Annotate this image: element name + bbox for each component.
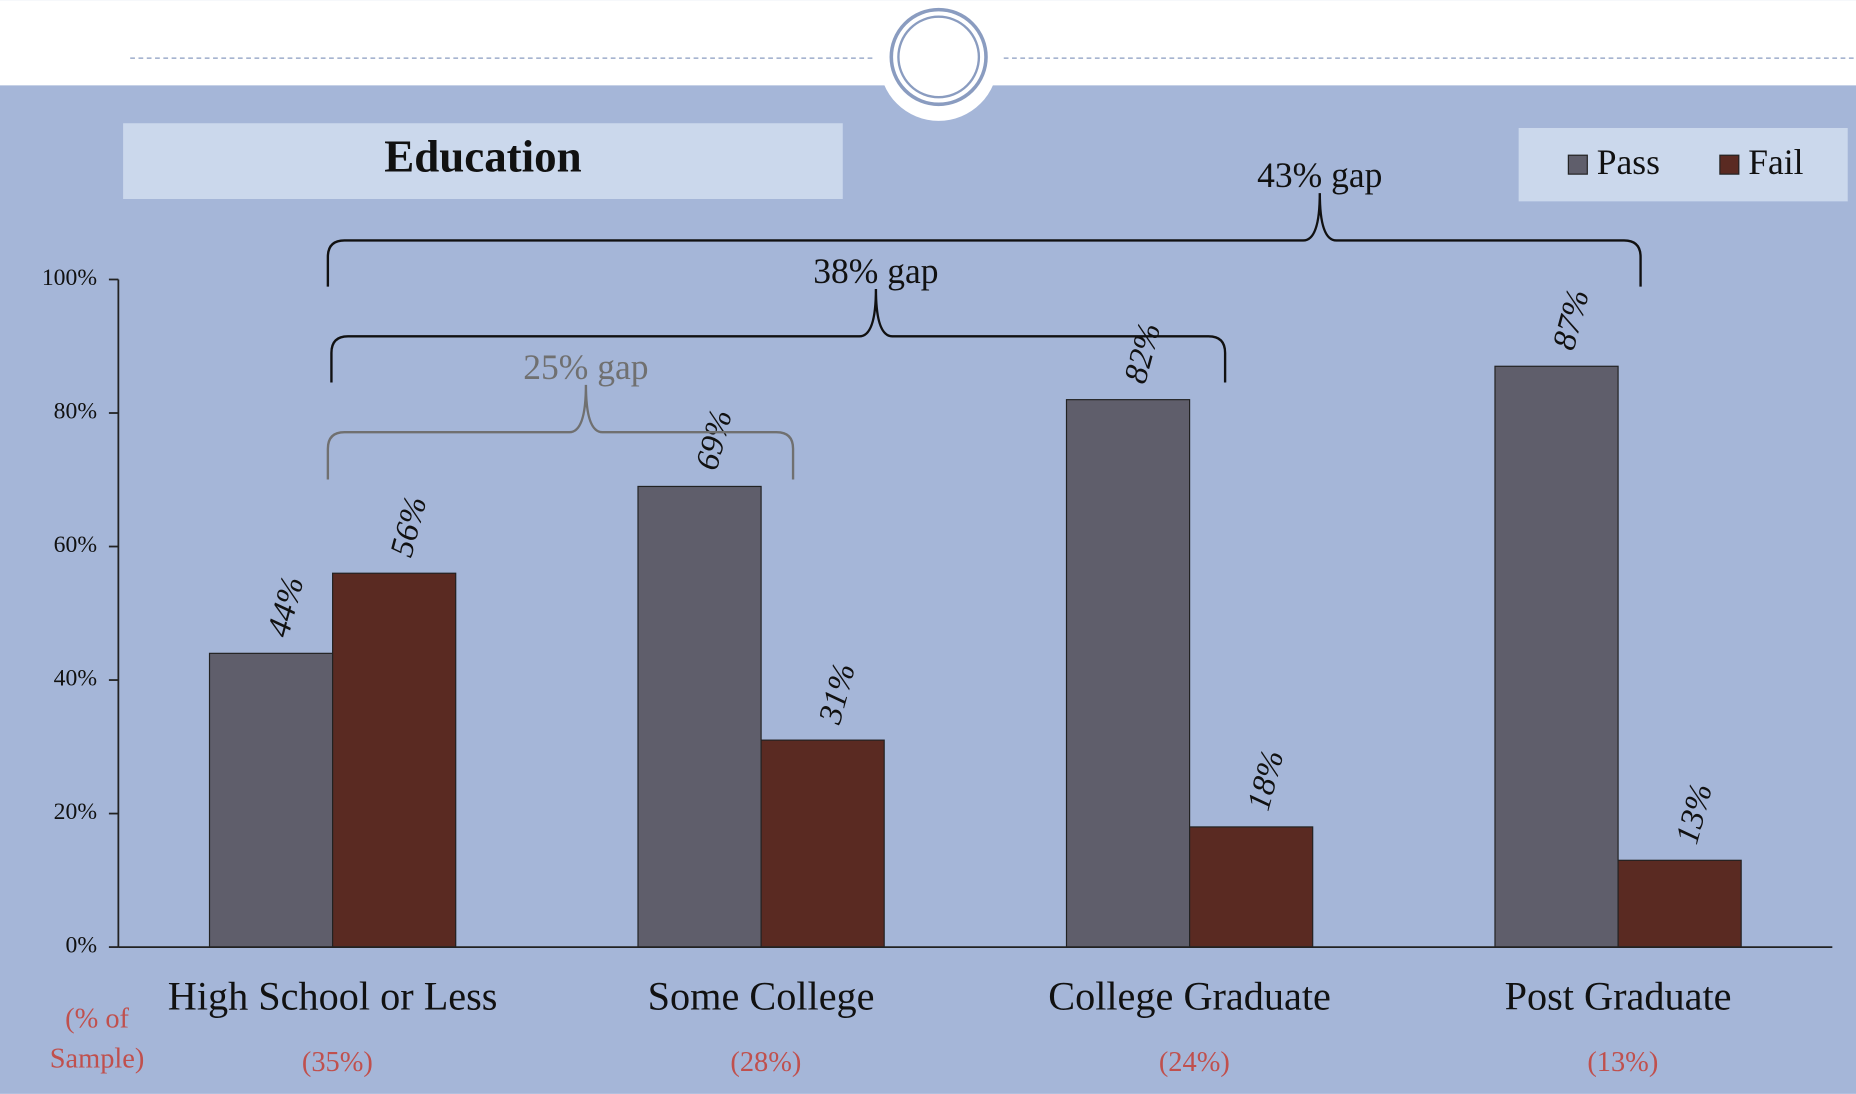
bar xyxy=(1189,826,1314,948)
sample-share: (24%) xyxy=(1159,1047,1230,1078)
header-medallion xyxy=(879,2,998,121)
sample-share: (13%) xyxy=(1587,1047,1658,1078)
gap-bracket xyxy=(326,384,795,480)
legend-swatch xyxy=(1567,154,1588,175)
gap-label: 25% gap xyxy=(523,347,648,387)
bar xyxy=(1494,365,1619,948)
y-tick-label: 40% xyxy=(54,665,97,691)
sample-label: (% of Sample) xyxy=(50,1003,145,1074)
x-tick-label: Post Graduate xyxy=(1505,974,1732,1019)
sample-share: (35%) xyxy=(302,1047,373,1078)
y-tick-label: 0% xyxy=(66,933,98,959)
bar xyxy=(637,485,762,948)
x-tick-label: Some College xyxy=(648,974,875,1019)
legend-swatch xyxy=(1719,154,1740,175)
bar xyxy=(760,739,885,948)
x-tick-label: High School or Less xyxy=(168,974,498,1019)
gap-label: 43% gap xyxy=(1257,155,1382,195)
header-ring xyxy=(889,7,988,107)
gap-bracket xyxy=(330,288,1227,383)
gap-label: 38% gap xyxy=(813,251,938,291)
y-tick-label: 100% xyxy=(42,265,97,291)
bar xyxy=(1617,859,1742,948)
bar xyxy=(332,572,457,948)
bar xyxy=(1065,399,1191,948)
title-box xyxy=(123,123,843,199)
legend-label: Pass xyxy=(1597,142,1660,182)
header-ring xyxy=(897,15,981,99)
legend-label: Fail xyxy=(1748,142,1803,182)
chart-title: Education xyxy=(384,131,581,181)
x-tick-label: College Graduate xyxy=(1048,974,1331,1019)
y-tick-label: 20% xyxy=(54,799,97,825)
gap-bracket xyxy=(326,193,1642,287)
y-tick-label: 60% xyxy=(54,532,97,558)
bar xyxy=(208,652,334,948)
sample-share: (28%) xyxy=(730,1047,801,1078)
y-tick-label: 80% xyxy=(54,398,97,424)
